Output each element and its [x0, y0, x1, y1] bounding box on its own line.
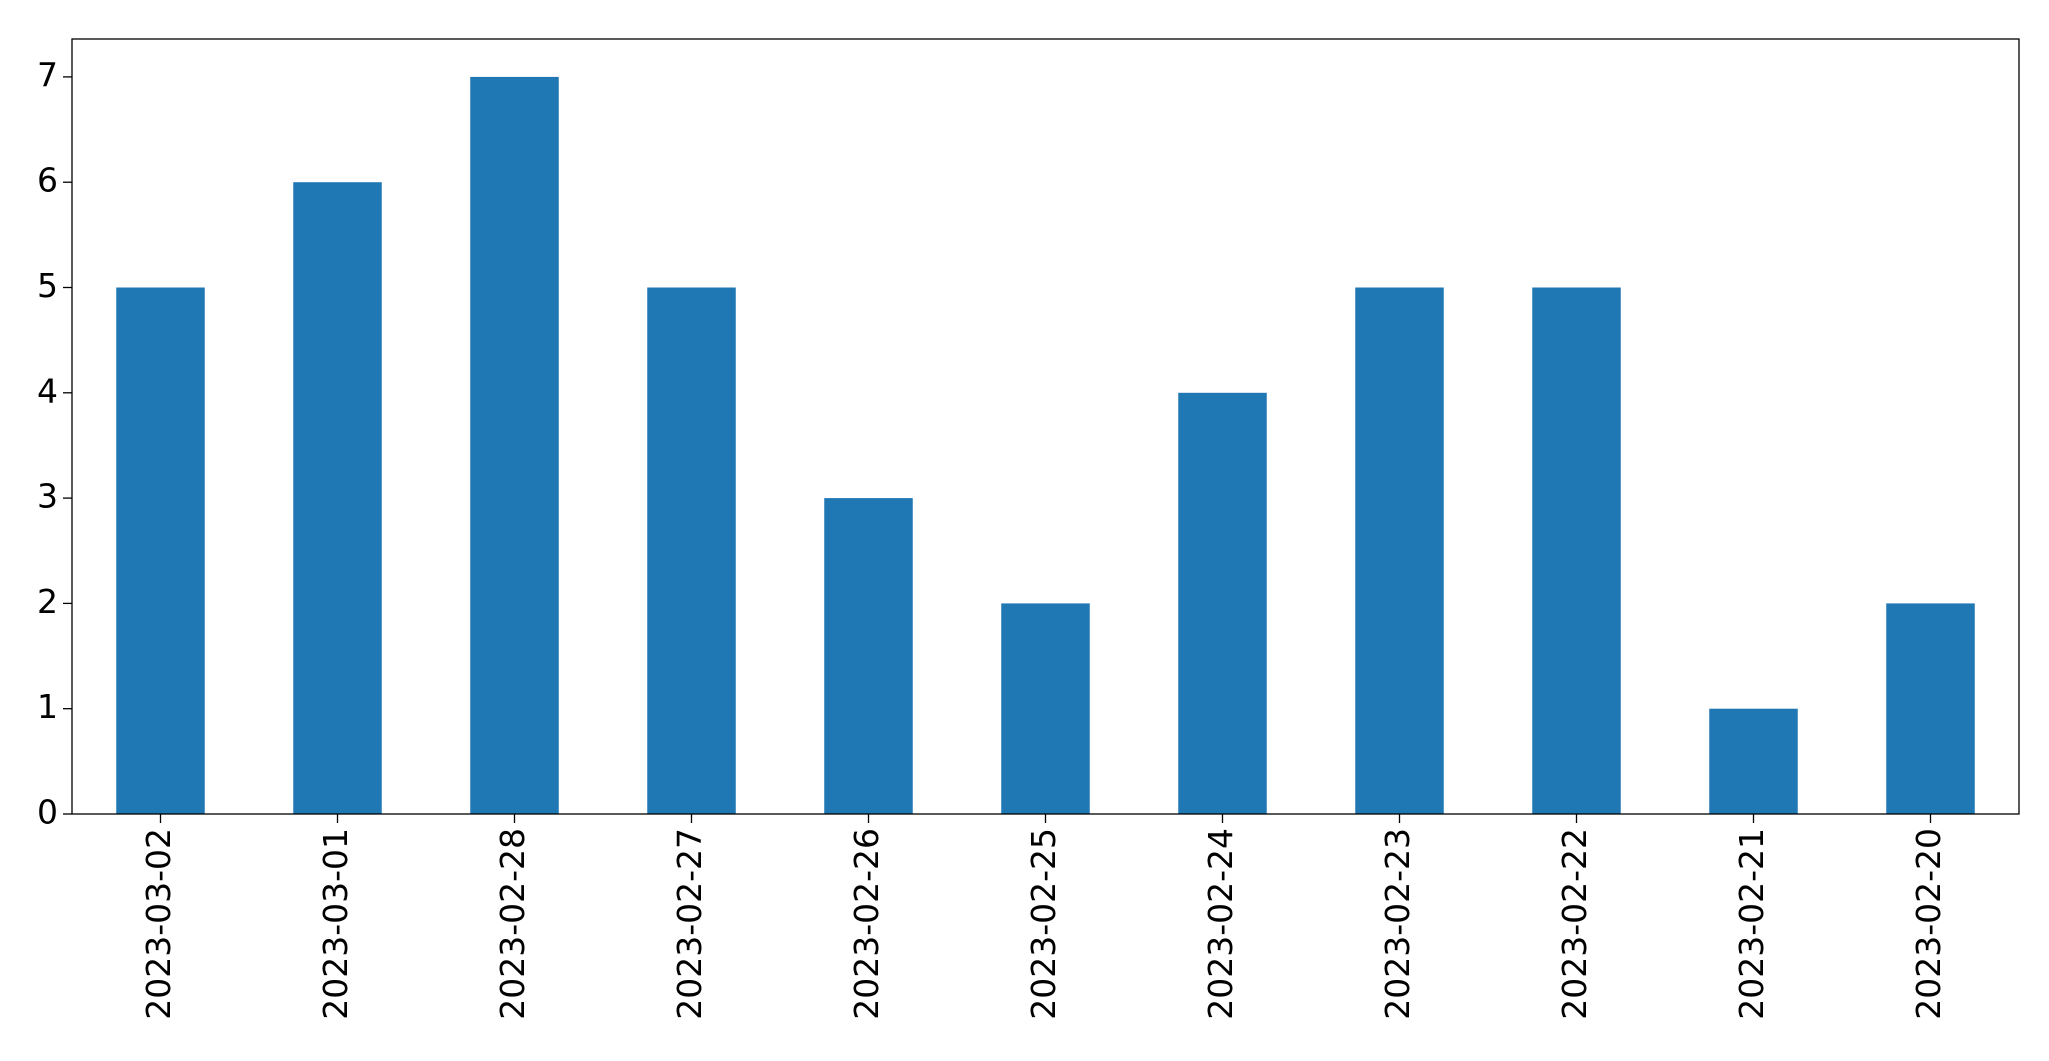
y-tick-label: 5	[37, 266, 58, 305]
x-tick-label: 2023-02-21	[1732, 828, 1771, 1020]
bar	[293, 182, 382, 814]
bar	[1532, 287, 1621, 814]
bar	[1001, 603, 1090, 814]
y-tick-label: 0	[37, 793, 58, 832]
y-tick-label: 7	[37, 55, 58, 94]
bar	[1178, 392, 1267, 814]
y-tick-label: 4	[37, 371, 58, 410]
y-tick-label: 3	[37, 477, 58, 516]
bar	[116, 287, 205, 814]
x-tick-label: 2023-02-20	[1909, 828, 1948, 1020]
x-tick-label: 2023-02-28	[493, 828, 532, 1020]
x-tick-label: 2023-03-01	[316, 828, 355, 1020]
y-tick-label: 2	[37, 582, 58, 621]
x-tick-label: 2023-02-25	[1024, 828, 1063, 1020]
x-tick-label: 2023-02-27	[670, 828, 709, 1020]
bar	[470, 76, 559, 815]
x-tick-label: 2023-02-26	[847, 828, 886, 1020]
y-tick-label: 1	[37, 687, 58, 726]
bar	[1886, 603, 1975, 814]
x-tick-label: 2023-03-02	[139, 828, 178, 1020]
plot-frame	[71, 38, 2020, 815]
x-tick-label: 2023-02-22	[1555, 828, 1594, 1020]
bar	[1355, 287, 1444, 814]
bar	[824, 498, 913, 814]
y-tick-label: 6	[37, 161, 58, 200]
x-tick-label: 2023-02-23	[1378, 828, 1417, 1020]
bar	[1709, 708, 1798, 814]
x-tick-label: 2023-02-24	[1201, 828, 1240, 1020]
bar	[647, 287, 736, 814]
